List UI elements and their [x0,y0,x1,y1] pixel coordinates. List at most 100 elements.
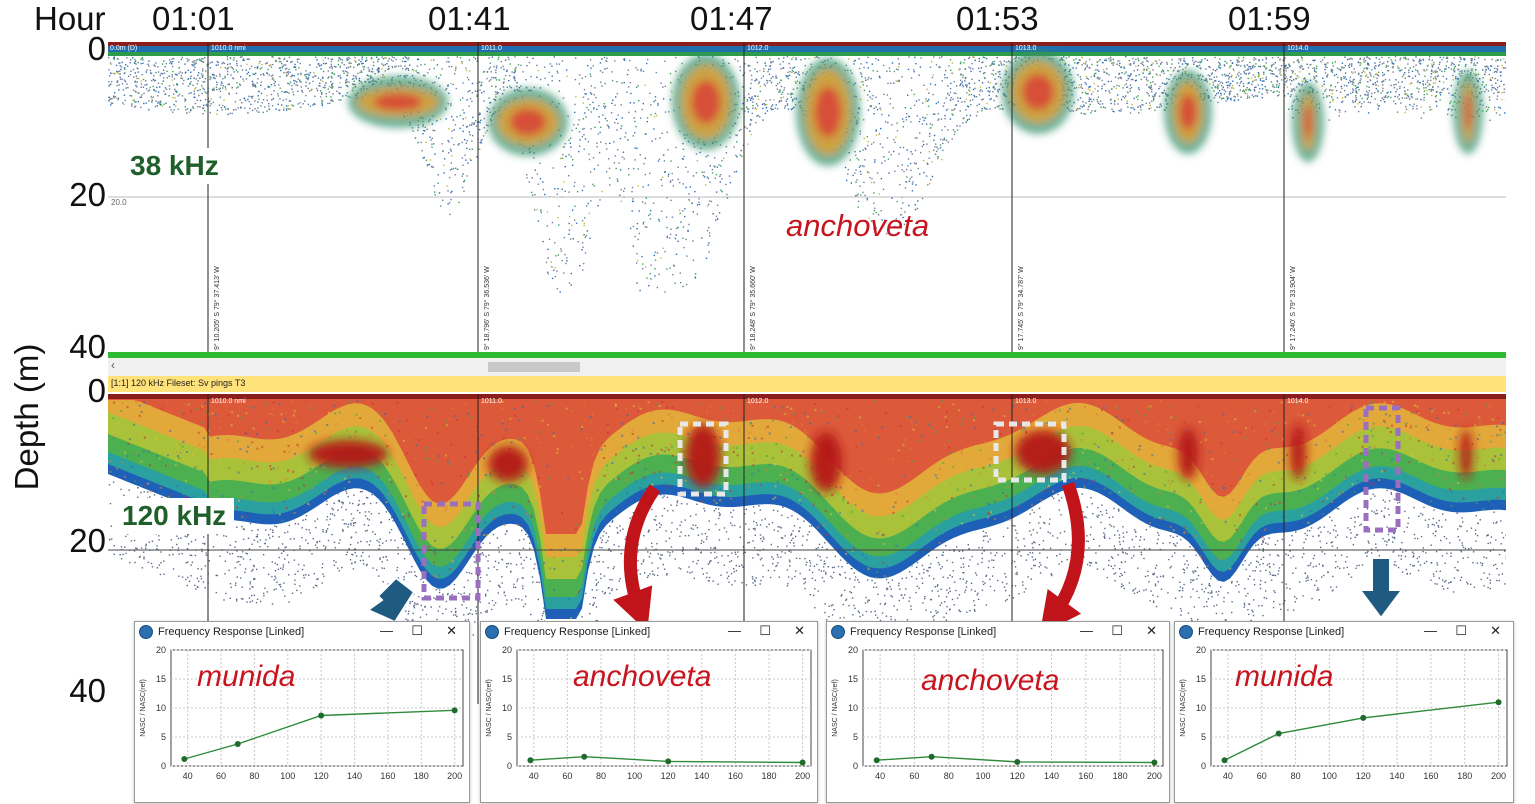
echo-dot [1463,59,1465,61]
hour-label: 01:01 [152,0,235,37]
echo-dot [516,82,518,84]
echo-dot [232,59,235,61]
echo-dot [201,92,203,95]
echo-dot [814,57,816,59]
echo-dot [1245,69,1247,71]
echo-dot [1352,89,1355,91]
echo-dot [1368,89,1371,92]
echo-dot [884,121,887,123]
echo-dot [945,97,947,99]
echo-dot [1230,75,1232,78]
echo-dot [203,104,205,106]
echo-dot [908,204,910,207]
echo-dot [1261,84,1263,86]
echo-dot [915,63,917,65]
echo-dot [377,60,379,63]
echo-dot [905,181,908,183]
echo-dot [516,85,518,88]
echo-dot [200,60,203,62]
echo-dot [193,77,195,79]
echo-dot [1084,69,1086,71]
echo-dot [558,224,560,226]
echo-dot [528,61,531,64]
echo-dot [738,129,741,132]
echo-dot [1000,83,1002,85]
echo-dot [487,125,489,127]
echo-dot [1296,75,1298,77]
echogram-38khz[interactable]: 0.0m (D) 20.0 1010.0 nmi 1011.0 1012.0 1013… [108,42,1506,354]
echo-dot [583,88,586,91]
echo-dot [669,267,671,269]
echo-dot [192,61,195,63]
echo-dot [191,61,194,63]
echo-dot [331,77,333,79]
echo-dot [211,88,214,90]
echo-dot [451,190,453,193]
echo-dot [365,60,367,62]
echo-dot [862,149,864,151]
echo-dot [1095,72,1097,75]
echo-dot [1487,68,1490,70]
echo-dot [855,169,857,171]
echo-dot [777,83,779,85]
echo-dot [1211,72,1214,74]
echo-dot [897,66,900,68]
echo-dot [929,66,932,68]
echo-dot [216,113,218,115]
echo-dot [1107,80,1110,83]
echo-dot [161,83,163,85]
echo-dot [320,64,323,66]
echo-dot [1113,111,1115,113]
echo-dot [526,56,528,59]
echo-dot [216,88,218,91]
echo-dot [901,164,903,166]
echo-dot [1471,58,1474,60]
echo-dot [939,144,942,146]
echo-dot [903,223,906,226]
echo-dot [579,145,581,147]
echo-dot [592,101,594,104]
echo-dot [1125,56,1127,58]
echo-dot [162,69,165,71]
echo-dot [1109,92,1111,94]
echo-dot [708,242,710,244]
echo-dot [928,98,930,101]
echo-dot [1073,81,1075,83]
echo-dot [1448,66,1450,69]
echo-dot [889,70,891,72]
echo-dot [361,63,363,65]
echo-dot [188,92,190,95]
echo-dot [624,59,626,62]
echo-dot [1346,85,1348,87]
echo-dot [168,59,171,61]
echo-dot [1214,86,1216,88]
echo-dot [870,77,872,80]
echo-dot [108,69,110,71]
echo-dot [320,93,323,95]
echo-dot [500,67,502,69]
echo-dot [187,78,189,80]
echo-dot [1349,79,1351,81]
echo-dot [1502,67,1505,69]
echo-dot [575,127,577,130]
echo-dot [916,137,918,139]
echo-dot [962,84,964,87]
echo-dot [1148,108,1150,110]
echo-dot [1495,82,1497,84]
echo-dot [270,93,273,96]
echo-dot [320,90,322,92]
echo-dot [629,81,631,84]
echo-dot [794,72,796,74]
echo-dot [893,150,895,153]
echo-dot [1252,64,1255,67]
echo-dot [976,111,979,113]
echo-dot [160,103,162,105]
echo-dot [1236,59,1238,61]
echo-dot [1147,93,1149,95]
echo-dot [491,85,493,87]
echo-dot [639,289,641,292]
echo-dot [721,178,723,180]
echo-dot [1416,98,1419,100]
echo-dot [951,113,953,115]
echo-dot [309,105,312,107]
